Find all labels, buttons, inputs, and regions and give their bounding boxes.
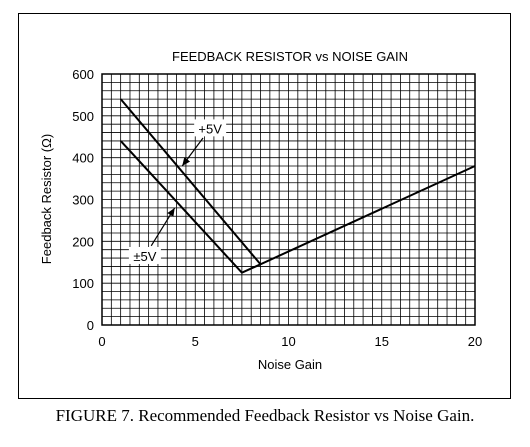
y-axis-label: Feedback Resistor (Ω): [39, 134, 54, 264]
annotations: +5V ±5V: [128, 119, 227, 264]
chart-title: FEEDBACK RESISTOR vs NOISE GAIN: [172, 49, 408, 64]
annotation-arrow: [150, 207, 176, 247]
x-tick-label: 0: [98, 334, 105, 349]
x-tick-label: 10: [281, 334, 295, 349]
annotation-label-bg: [128, 246, 161, 264]
y-tick-label: 500: [72, 109, 94, 124]
annotation-label-bg: [194, 119, 227, 137]
y-tick-label: 200: [72, 234, 94, 249]
y-tick-label: 0: [87, 318, 94, 333]
annotation-label: +5V: [198, 121, 222, 136]
figure-caption: FIGURE 7. Recommended Feedback Resistor …: [55, 406, 475, 425]
grid: [102, 74, 475, 325]
y-tick-label: 300: [72, 193, 94, 208]
x-axis-label: Noise Gain: [258, 357, 322, 372]
annotation-arrow: [181, 137, 204, 167]
chart-frame: [18, 13, 511, 399]
x-tick-label: 20: [468, 334, 482, 349]
y-tick-label: 100: [72, 276, 94, 291]
x-tick-label: 5: [192, 334, 199, 349]
y-tick-label: 400: [72, 151, 94, 166]
x-tick-label: 15: [375, 334, 389, 349]
series-line: [119, 140, 261, 274]
series-lines: [119, 98, 476, 274]
annotation-label: ±5V: [133, 249, 156, 264]
y-tick-label: 600: [72, 67, 94, 82]
